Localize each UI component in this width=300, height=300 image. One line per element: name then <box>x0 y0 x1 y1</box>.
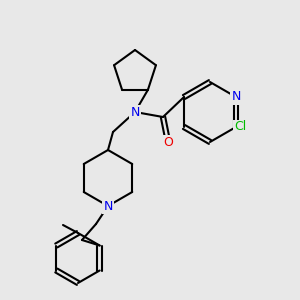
Text: N: N <box>103 200 113 212</box>
Text: Cl: Cl <box>234 121 246 134</box>
Text: O: O <box>163 136 173 148</box>
Text: N: N <box>231 91 241 103</box>
Text: N: N <box>130 106 140 118</box>
